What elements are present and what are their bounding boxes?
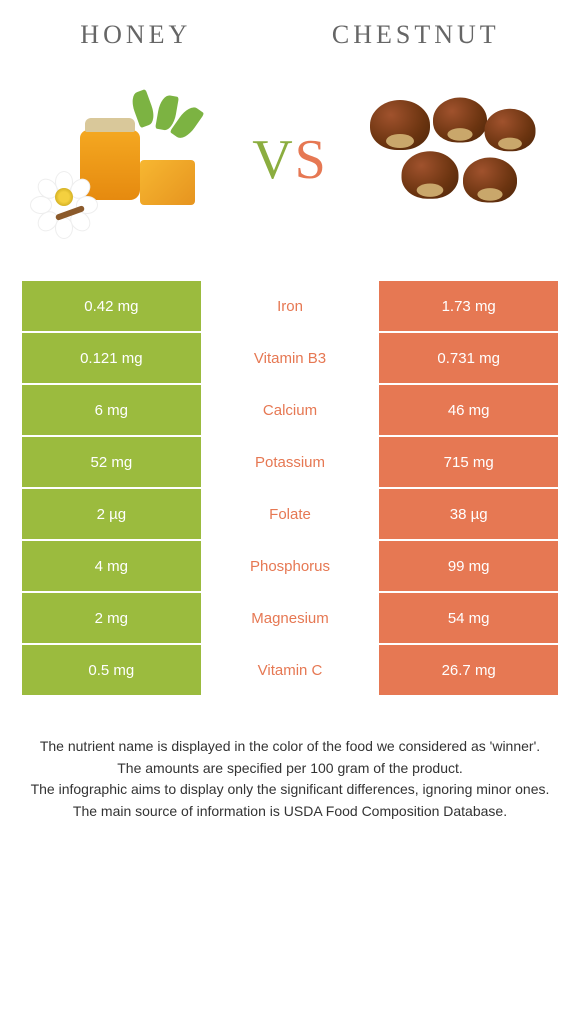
table-row: 0.121 mgVitamin B30.731 mg bbox=[22, 333, 558, 385]
honey-image bbox=[40, 80, 220, 240]
nutrient-label-cell: Iron bbox=[201, 281, 380, 331]
right-value-cell: 0.731 mg bbox=[379, 333, 558, 383]
table-row: 0.42 mgIron1.73 mg bbox=[22, 281, 558, 333]
right-value-cell: 38 µg bbox=[379, 489, 558, 539]
table-row: 4 mgPhosphorus99 mg bbox=[22, 541, 558, 593]
nutrient-label-cell: Folate bbox=[201, 489, 380, 539]
nutrient-label-cell: Phosphorus bbox=[201, 541, 380, 591]
header: HONEY Chestnut bbox=[10, 20, 570, 50]
left-value-cell: 4 mg bbox=[22, 541, 201, 591]
footer-line: The nutrient name is displayed in the co… bbox=[20, 737, 560, 757]
right-value-cell: 46 mg bbox=[379, 385, 558, 435]
left-food-title: HONEY bbox=[80, 20, 191, 50]
table-row: 52 mgPotassium715 mg bbox=[22, 437, 558, 489]
right-value-cell: 54 mg bbox=[379, 593, 558, 643]
vs-label: VS bbox=[252, 128, 328, 192]
left-value-cell: 52 mg bbox=[22, 437, 201, 487]
vs-v-letter: V bbox=[252, 129, 294, 191]
footer-line: The infographic aims to display only the… bbox=[20, 780, 560, 800]
left-value-cell: 2 mg bbox=[22, 593, 201, 643]
nutrient-label-cell: Magnesium bbox=[201, 593, 380, 643]
right-food-title: Chestnut bbox=[332, 20, 500, 50]
nutrient-table: 0.42 mgIron1.73 mg0.121 mgVitamin B30.73… bbox=[22, 280, 558, 697]
left-value-cell: 0.42 mg bbox=[22, 281, 201, 331]
right-value-cell: 1.73 mg bbox=[379, 281, 558, 331]
left-value-cell: 6 mg bbox=[22, 385, 201, 435]
nutrient-label-cell: Potassium bbox=[201, 437, 380, 487]
nutrient-label-cell: Vitamin C bbox=[201, 645, 380, 695]
table-row: 6 mgCalcium46 mg bbox=[22, 385, 558, 437]
nutrient-label-cell: Calcium bbox=[201, 385, 380, 435]
right-value-cell: 26.7 mg bbox=[379, 645, 558, 695]
right-value-cell: 715 mg bbox=[379, 437, 558, 487]
footer-line: The amounts are specified per 100 gram o… bbox=[20, 759, 560, 779]
left-value-cell: 2 µg bbox=[22, 489, 201, 539]
table-row: 2 mgMagnesium54 mg bbox=[22, 593, 558, 645]
vs-s-letter: S bbox=[295, 129, 328, 191]
images-row: VS bbox=[10, 70, 570, 250]
footer-line: The main source of information is USDA F… bbox=[20, 802, 560, 822]
left-value-cell: 0.5 mg bbox=[22, 645, 201, 695]
right-value-cell: 99 mg bbox=[379, 541, 558, 591]
table-row: 0.5 mgVitamin C26.7 mg bbox=[22, 645, 558, 697]
table-row: 2 µgFolate38 µg bbox=[22, 489, 558, 541]
chestnut-image bbox=[360, 80, 540, 240]
left-value-cell: 0.121 mg bbox=[22, 333, 201, 383]
footer-notes: The nutrient name is displayed in the co… bbox=[10, 737, 570, 821]
nutrient-label-cell: Vitamin B3 bbox=[201, 333, 380, 383]
